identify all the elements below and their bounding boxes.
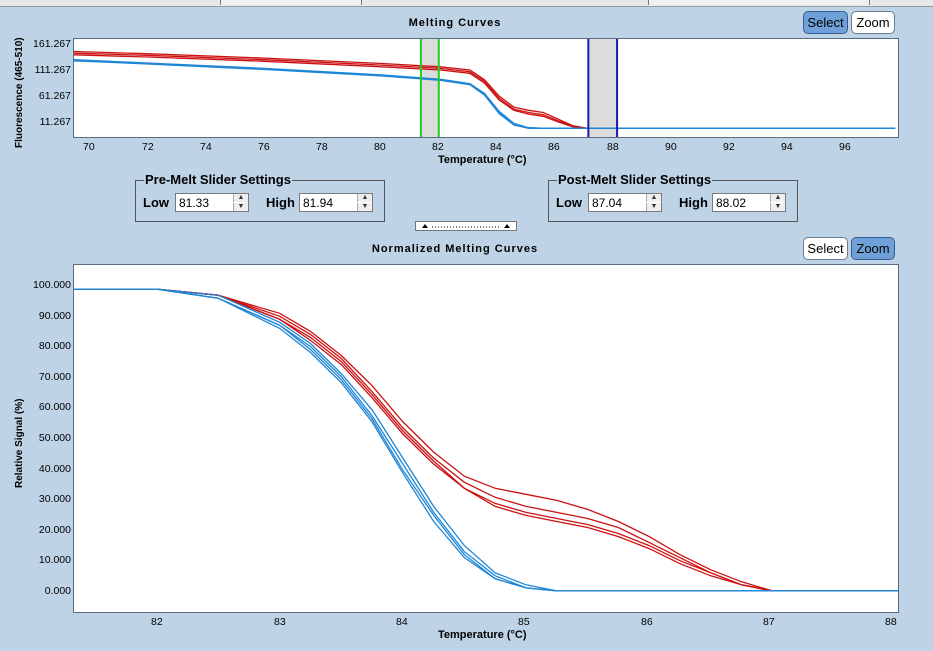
melting-x-tick: 88 bbox=[607, 141, 619, 153]
curve-red-3 bbox=[74, 288, 898, 592]
normalized-x-axis-label: Temperature (°C) bbox=[438, 629, 527, 641]
post-melt-legend: Post-Melt Slider Settings bbox=[557, 172, 713, 187]
curve-blue-2 bbox=[74, 288, 898, 592]
normalized-x-tick: 82 bbox=[151, 616, 163, 628]
melting-x-tick: 82 bbox=[432, 141, 444, 153]
melting-x-tick: 86 bbox=[548, 141, 560, 153]
normalized-y-tick: 50.000 bbox=[38, 432, 71, 444]
spin-down-icon[interactable]: ▼ bbox=[233, 203, 248, 211]
normalized-curves-title: Normalized Melting Curves bbox=[371, 243, 539, 255]
post-melt-low-value[interactable]: 87.04 bbox=[592, 196, 623, 210]
pre-melt-low-label: Low bbox=[143, 195, 169, 210]
normalized-select-button[interactable]: Select bbox=[803, 237, 848, 260]
pre-melt-high-input[interactable]: 81.94 ▲ ▼ bbox=[299, 193, 373, 212]
melting-y-tick: 111.267 bbox=[34, 64, 71, 76]
pre-melt-high-value[interactable]: 81.94 bbox=[303, 196, 334, 210]
melting-x-tick: 74 bbox=[200, 141, 212, 153]
curve-red-2 bbox=[74, 288, 898, 592]
melting-x-tick: 76 bbox=[258, 141, 270, 153]
post-melt-settings: Post-Melt Slider Settings Low 87.04 ▲ ▼ … bbox=[548, 172, 798, 222]
pre-melt-low-value[interactable]: 81.33 bbox=[179, 196, 210, 210]
normalized-x-tick: 86 bbox=[641, 616, 653, 628]
normalized-y-tick: 0.000 bbox=[44, 585, 71, 597]
melting-x-tick: 94 bbox=[781, 141, 793, 153]
curve-red-3 bbox=[74, 54, 896, 129]
spin-up-icon[interactable]: ▲ bbox=[233, 194, 248, 202]
normalized-y-tick: 90.000 bbox=[38, 310, 71, 322]
melting-x-tick: 78 bbox=[316, 141, 328, 153]
top-tab[interactable] bbox=[220, 0, 362, 5]
melting-x-tick: 84 bbox=[490, 141, 502, 153]
normalized-y-tick: 40.000 bbox=[38, 463, 71, 475]
post-melt-high-input[interactable]: 88.02 ▲ ▼ bbox=[712, 193, 786, 212]
normalized-x-tick: 88 bbox=[885, 616, 897, 628]
pre-melt-high-label: High bbox=[266, 195, 295, 210]
normalized-y-tick: 10.000 bbox=[38, 554, 71, 566]
curve-red-1 bbox=[74, 50, 896, 129]
melting-x-tick: 92 bbox=[723, 141, 735, 153]
melting-zoom-button[interactable]: Zoom bbox=[851, 11, 895, 34]
normalized-x-tick: 85 bbox=[518, 616, 530, 628]
melting-curves-plot[interactable] bbox=[73, 38, 899, 138]
pre-melt-region bbox=[420, 39, 439, 137]
post-melt-high-value[interactable]: 88.02 bbox=[716, 196, 747, 210]
melting-y-tick: 61.267 bbox=[38, 90, 71, 102]
normalized-y-tick: 100.000 bbox=[33, 279, 71, 291]
melting-select-button[interactable]: Select bbox=[803, 11, 848, 34]
pre-melt-legend: Pre-Melt Slider Settings bbox=[144, 172, 292, 187]
normalized-x-tick: 83 bbox=[274, 616, 286, 628]
spin-down-icon[interactable]: ▼ bbox=[646, 203, 661, 211]
melting-x-tick: 80 bbox=[374, 141, 386, 153]
melting-curves-svg[interactable] bbox=[74, 39, 898, 137]
normalized-y-tick: 30.000 bbox=[38, 493, 71, 505]
pre-melt-low-input[interactable]: 81.33 ▲ ▼ bbox=[175, 193, 249, 212]
splitter-up-icon bbox=[422, 224, 428, 228]
normalized-curves-svg[interactable] bbox=[74, 265, 898, 612]
top-tab[interactable] bbox=[648, 0, 870, 5]
curve-blue-1 bbox=[74, 288, 898, 592]
spin-down-icon[interactable]: ▼ bbox=[357, 203, 372, 211]
melting-y-tick: 161.267 bbox=[33, 38, 71, 50]
melting-y-axis-label: Fluorescence (465-510) bbox=[14, 37, 25, 148]
normalized-x-tick: 84 bbox=[396, 616, 408, 628]
normalized-zoom-button[interactable]: Zoom bbox=[851, 237, 895, 260]
normalized-y-axis-label: Relative Signal (%) bbox=[14, 398, 25, 488]
spin-down-icon[interactable]: ▼ bbox=[770, 203, 785, 211]
spin-up-icon[interactable]: ▲ bbox=[646, 194, 661, 202]
top-tab-strip bbox=[0, 0, 933, 7]
post-melt-low-input[interactable]: 87.04 ▲ ▼ bbox=[588, 193, 662, 212]
curve-blue-2 bbox=[74, 59, 896, 129]
melting-x-tick: 90 bbox=[665, 141, 677, 153]
curve-blue-3 bbox=[74, 288, 898, 592]
normalized-y-tick: 80.000 bbox=[38, 340, 71, 352]
curve-red-1 bbox=[74, 288, 898, 592]
normalized-x-tick: 87 bbox=[763, 616, 775, 628]
melting-x-tick: 70 bbox=[83, 141, 95, 153]
melting-x-tick: 72 bbox=[142, 141, 154, 153]
spin-up-icon[interactable]: ▲ bbox=[357, 194, 372, 202]
curve-blue-3 bbox=[74, 60, 896, 129]
spin-up-icon[interactable]: ▲ bbox=[770, 194, 785, 202]
normalized-y-tick: 70.000 bbox=[38, 371, 71, 383]
curve-red-2 bbox=[74, 52, 896, 129]
splitter-up-icon bbox=[504, 224, 510, 228]
melting-curves-title: Melting Curves bbox=[408, 17, 502, 29]
normalized-curves-plot[interactable] bbox=[73, 264, 899, 613]
melting-x-tick: 96 bbox=[839, 141, 851, 153]
post-melt-high-label: High bbox=[679, 195, 708, 210]
melting-y-tick: 11.267 bbox=[39, 116, 71, 128]
curve-red-4 bbox=[74, 288, 898, 592]
normalized-y-tick: 20.000 bbox=[38, 524, 71, 536]
pre-melt-settings: Pre-Melt Slider Settings Low 81.33 ▲ ▼ H… bbox=[135, 172, 385, 222]
post-melt-low-label: Low bbox=[556, 195, 582, 210]
post-melt-region bbox=[588, 39, 618, 137]
normalized-y-tick: 60.000 bbox=[38, 401, 71, 413]
splitter-handle[interactable] bbox=[415, 221, 517, 231]
melting-x-axis-label: Temperature (°C) bbox=[438, 154, 527, 166]
curve-blue-4 bbox=[74, 288, 898, 592]
